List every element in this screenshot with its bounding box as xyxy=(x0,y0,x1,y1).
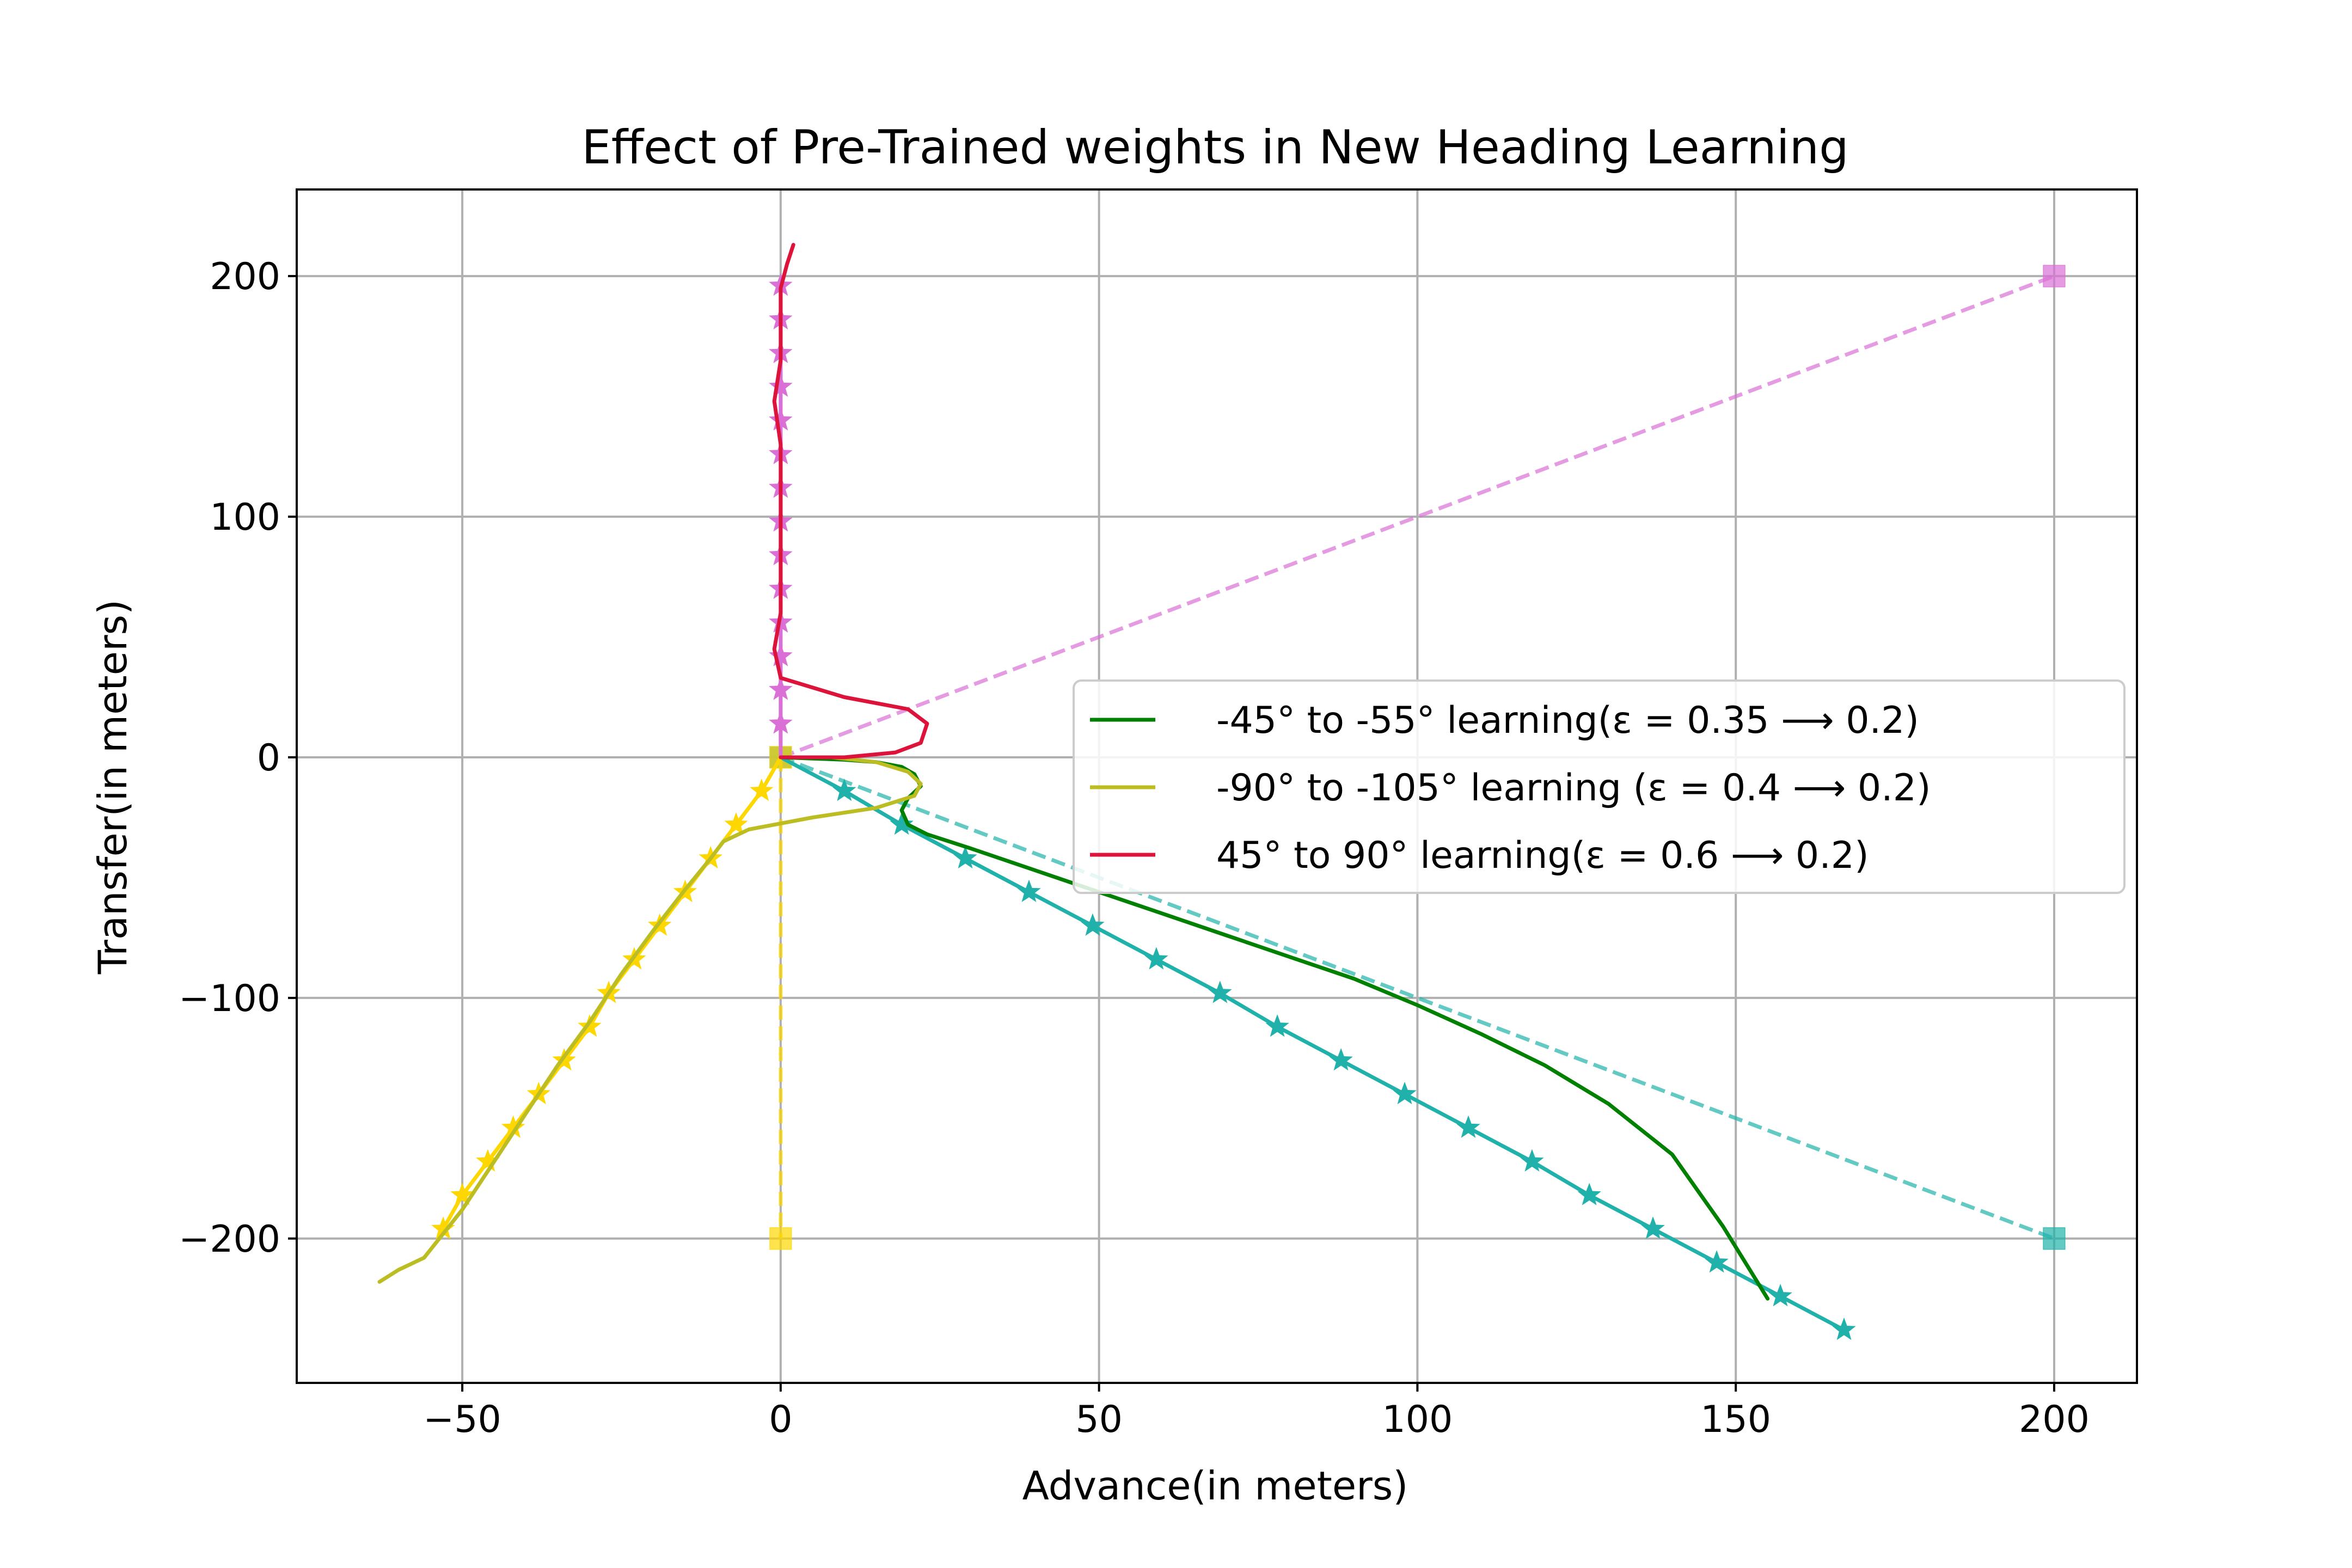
series-5-point-3 xyxy=(769,644,793,666)
series-8-end-marker xyxy=(769,1227,792,1250)
series-4-point-8 xyxy=(578,1014,602,1037)
series-3-point-3 xyxy=(953,846,977,869)
y-tick-label-3: 100 xyxy=(210,496,280,539)
legend-label-0: -45° to -55° learning(ε = 0.35 ⟶ 0.2) xyxy=(1216,699,1919,742)
series-2 xyxy=(772,243,929,759)
series-0 xyxy=(779,755,1770,1301)
legend: -45° to -55° learning(ε = 0.35 ⟶ 0.2) -90… xyxy=(1073,679,2126,894)
series-3-point-6 xyxy=(1144,947,1168,970)
series-3-point-10 xyxy=(1393,1081,1417,1105)
y-tick-label-4: 200 xyxy=(210,255,280,298)
series-3-point-8 xyxy=(1265,1014,1289,1037)
series-4-point-2 xyxy=(724,812,748,835)
series-5-point-11 xyxy=(769,374,793,397)
series-3-point-4 xyxy=(1017,879,1041,902)
legend-box xyxy=(1073,679,2126,894)
series-3-point-15 xyxy=(1705,1250,1729,1273)
series-1-line xyxy=(377,755,923,1284)
series-3-point-5 xyxy=(1081,913,1105,936)
chart-title: Effect of Pre-Trained weights in New Hea… xyxy=(581,120,1848,175)
series-3-point-2 xyxy=(890,812,914,835)
x-tick-label-0: −50 xyxy=(423,1398,501,1441)
series-5-point-2 xyxy=(769,677,793,700)
series-3 xyxy=(779,755,1856,1340)
y-axis-label: Transfer(in meters) xyxy=(90,599,136,975)
y-tick-label-1: −100 xyxy=(179,977,280,1020)
series-3-point-13 xyxy=(1577,1183,1601,1205)
series-4-point-1 xyxy=(750,778,774,801)
series-2-line xyxy=(772,243,929,759)
series-3-line xyxy=(779,755,1846,1332)
x-tick-label-4: 150 xyxy=(1700,1398,1771,1441)
y-axis-ticks: −200 −100 0 100 200 xyxy=(179,255,297,1261)
series-3-point-11 xyxy=(1456,1115,1480,1138)
series-0-line xyxy=(779,755,1770,1301)
legend-label-1: -90° to -105° learning (ε = 0.4 ⟶ 0.2) xyxy=(1216,767,1931,810)
x-axis-label: Advance(in meters) xyxy=(1022,1463,1408,1509)
series-3-point-17 xyxy=(1832,1317,1856,1340)
series-3-point-9 xyxy=(1329,1048,1353,1071)
series-1 xyxy=(377,755,923,1284)
series-7-end-marker xyxy=(2043,1227,2066,1250)
series-3-point-1 xyxy=(832,778,856,801)
series-5-point-1 xyxy=(769,711,793,734)
x-tick-label-1: 0 xyxy=(769,1398,792,1441)
x-axis-ticks: −50 0 50 100 150 200 xyxy=(423,1383,2090,1441)
x-tick-label-5: 200 xyxy=(2019,1398,2090,1441)
plot-frame xyxy=(296,188,2138,1384)
y-tick-label-0: −200 xyxy=(179,1218,280,1261)
x-tick-label-3: 100 xyxy=(1382,1398,1453,1441)
y-tick-label-2: 0 xyxy=(257,737,280,780)
series-3-point-14 xyxy=(1641,1216,1665,1239)
series-5-point-10 xyxy=(769,408,793,431)
series-3-point-7 xyxy=(1208,981,1232,1003)
series-3-point-16 xyxy=(1768,1284,1792,1307)
series-layer xyxy=(377,243,2066,1340)
series-6-end-marker xyxy=(2043,265,2066,287)
x-tick-label-2: 50 xyxy=(1075,1398,1123,1441)
series-3-point-12 xyxy=(1520,1149,1544,1172)
series-4-point-13 xyxy=(450,1183,474,1205)
legend-label-2: 45° to 90° learning(ε = 0.6 ⟶ 0.2) xyxy=(1216,834,1869,877)
